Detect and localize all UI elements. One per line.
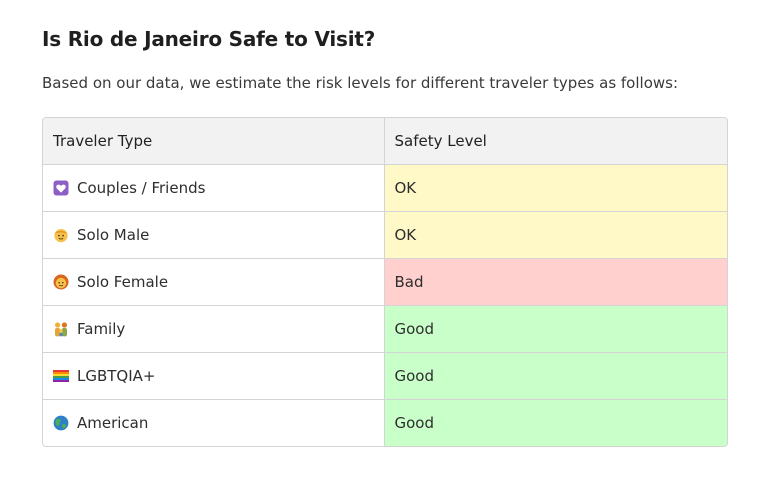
traveler-cell: American	[43, 399, 385, 446]
traveler-cell: Solo Female	[43, 258, 385, 306]
table-row: Solo Female Bad	[43, 258, 727, 306]
table-row: American Good	[43, 399, 727, 446]
traveler-label: Couples / Friends	[77, 179, 206, 197]
man-icon	[54, 229, 68, 243]
header-safety-level: Safety Level	[384, 118, 727, 165]
table-row: LGBTQIA+ Good	[43, 352, 727, 400]
page-title: Is Rio de Janeiro Safe to Visit?	[42, 27, 376, 51]
traveler-cell: Couples / Friends	[43, 164, 385, 212]
traveler-cell: Family	[43, 305, 385, 353]
traveler-label: LGBTQIA+	[77, 367, 156, 385]
table-row: Family Good	[43, 305, 727, 353]
safety-level-cell: Bad	[384, 258, 727, 306]
safety-level-cell: OK	[384, 211, 727, 259]
safety-level-cell: Good	[384, 399, 727, 446]
traveler-cell: Solo Male	[43, 211, 385, 259]
safety-level-cell: Good	[384, 305, 727, 353]
table-row: Couples / Friends OK	[43, 164, 727, 212]
globe-icon	[53, 415, 69, 431]
safety-level-cell: Good	[384, 352, 727, 400]
heart-icon	[53, 180, 69, 196]
safety-table: Traveler Type Safety Level Couples / Fri…	[42, 117, 728, 447]
table-row: Solo Male OK	[43, 211, 727, 259]
family-icon	[55, 322, 67, 337]
safety-level-cell: OK	[384, 164, 727, 212]
rainbow-flag-icon	[53, 370, 69, 382]
woman-icon	[53, 274, 69, 290]
traveler-label: Family	[77, 320, 126, 338]
traveler-cell: LGBTQIA+	[43, 352, 385, 400]
table-header-row: Traveler Type Safety Level	[43, 118, 727, 165]
intro-text: Based on our data, we estimate the risk …	[42, 74, 679, 92]
header-traveler-type: Traveler Type	[43, 118, 385, 165]
traveler-label: Solo Female	[77, 273, 169, 291]
traveler-label: American	[77, 414, 149, 432]
traveler-label: Solo Male	[77, 226, 150, 244]
